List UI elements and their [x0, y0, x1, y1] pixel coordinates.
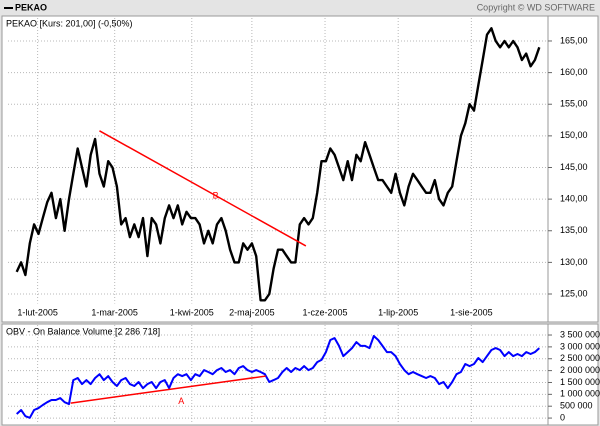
y-tick-label: 140,00 [560, 193, 588, 203]
panel-title: OBV - On Balance Volume [2 286 718] [6, 326, 160, 336]
x-tick-label: 1-cze-2005 [303, 307, 348, 317]
x-tick-label: 1-sie-2005 [450, 307, 493, 317]
x-tick-label: 1-lut-2005 [17, 307, 58, 317]
y-tick-label: 500 000 [560, 401, 593, 411]
y-tick-label: 160,00 [560, 67, 588, 77]
trend-line [99, 130, 307, 247]
y-tick-label: 150,00 [560, 130, 588, 140]
trend-label: B [213, 191, 219, 201]
y-tick-label: 155,00 [560, 99, 588, 109]
price-line [15, 27, 541, 302]
y-tick-label: 130,00 [560, 257, 588, 267]
price-line [16, 335, 540, 419]
x-tick-label: 2-maj-2005 [229, 307, 275, 317]
copyright: Copyright © WD SOFTWARE [477, 2, 595, 12]
legend-label: PEKAO [15, 2, 47, 12]
y-tick-label: 2 000 000 [560, 365, 600, 375]
trend-label: A [178, 396, 184, 406]
y-tick-label: 2 500 000 [560, 353, 600, 363]
y-tick-label: 165,00 [560, 35, 588, 45]
y-tick-label: 0 [560, 412, 565, 422]
panel-title: PEKAO [Kurs: 201,00] (-0,50%) [6, 18, 133, 28]
y-tick-label: 3 500 000 [560, 329, 600, 339]
x-tick-label: 1-mar-2005 [91, 307, 138, 317]
y-tick-label: 3 000 000 [560, 341, 600, 351]
y-tick-label: 135,00 [560, 225, 588, 235]
trend-line [70, 375, 266, 404]
x-tick-label: 1-lip-2005 [378, 307, 418, 317]
y-tick-label: 1 000 000 [560, 389, 600, 399]
panel [1, 15, 599, 323]
y-tick-label: 145,00 [560, 162, 588, 172]
panel [1, 323, 599, 426]
y-tick-label: 125,00 [560, 288, 588, 298]
y-tick-label: 1 500 000 [560, 377, 600, 387]
x-tick-label: 1-kwi-2005 [170, 307, 214, 317]
